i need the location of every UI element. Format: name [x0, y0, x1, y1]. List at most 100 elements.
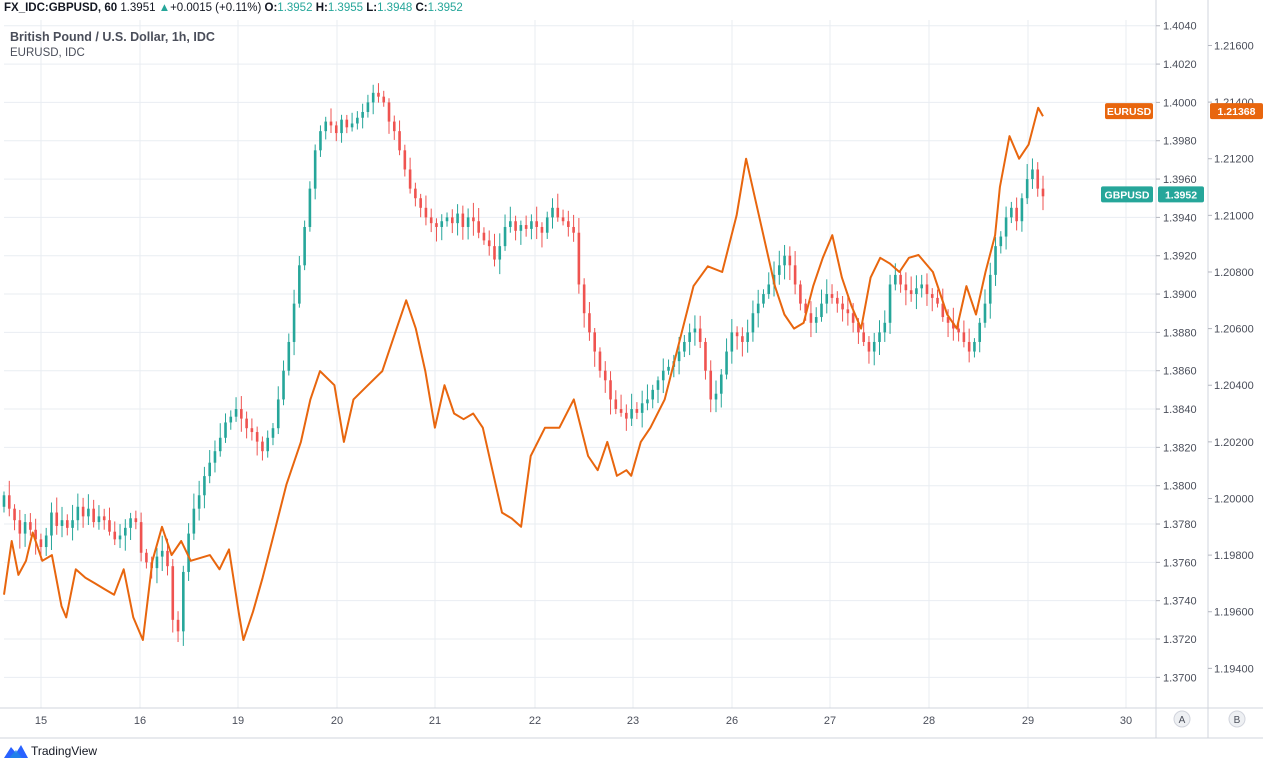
candle-body: [777, 265, 781, 275]
candle-body: [730, 332, 734, 352]
candle-body: [429, 217, 433, 224]
candle-body: [371, 92, 375, 103]
candle-body: [350, 123, 354, 128]
candle-body: [124, 527, 127, 536]
candle-body: [746, 332, 749, 342]
candle-body: [466, 217, 470, 227]
candle-body: [334, 125, 338, 134]
candle-body: [936, 297, 939, 304]
candle-body: [387, 102, 391, 122]
candle-body: [498, 246, 502, 260]
time-axis-label: 22: [529, 715, 541, 727]
axis-b-button-bg[interactable]: [1228, 710, 1246, 728]
time-axis-label: 23: [627, 715, 639, 727]
eurusd-line: [3, 106, 1044, 641]
candle-body: [276, 399, 280, 429]
candle-body: [366, 102, 370, 112]
open-value: 1.3952: [277, 2, 313, 14]
candle-body: [545, 217, 549, 233]
candle-body: [208, 462, 211, 477]
candle-body: [814, 317, 818, 323]
candle-body: [651, 389, 655, 400]
candle-body: [978, 322, 982, 342]
candle-body: [18, 520, 22, 534]
close-value: 1.3952: [427, 2, 463, 14]
high-label: H:: [315, 2, 328, 14]
candle-body: [129, 518, 132, 528]
candle-body: [551, 207, 554, 218]
chart-legend[interactable]: British Pound / U.S. Dollar, 1h, IDC EUR…: [10, 29, 215, 61]
candle-body: [97, 516, 101, 523]
main-series-title[interactable]: British Pound / U.S. Dollar, 1h, IDC: [10, 30, 215, 44]
candle-body: [883, 322, 887, 333]
gbpusd-candles: [2, 83, 1045, 646]
eurusd-series-line[interactable]: [3, 106, 1044, 641]
time-axis-label: 19: [232, 715, 244, 727]
candle-body: [145, 552, 148, 563]
candle-body: [667, 366, 670, 371]
candle-body: [445, 217, 449, 222]
axis-b-button[interactable]: B: [1234, 715, 1241, 726]
time-axis-label: 16: [134, 715, 146, 727]
candle-body: [888, 284, 892, 323]
axis-b-tick-label: 1.20200: [1214, 437, 1254, 449]
time-axis-label: 26: [726, 715, 738, 727]
symbol-name[interactable]: FX_IDC:GBPUSD, 60: [4, 2, 118, 14]
compare-series-title[interactable]: EURUSD, IDC: [10, 47, 85, 59]
price-chart[interactable]: 1.4040 1.4020 1.4000 1.3980 1.3960 1.3940 1.39…: [0, 0, 1263, 740]
candle-body: [392, 121, 396, 132]
candle-body: [878, 332, 881, 342]
candle-body: [440, 221, 444, 227]
axis-b-tick-label: 1.21200: [1214, 154, 1254, 166]
candle-body: [229, 416, 233, 423]
axis-a-button[interactable]: A: [1179, 715, 1186, 726]
candle-body: [187, 533, 190, 572]
candle-body: [593, 332, 597, 352]
candle-body: [920, 284, 923, 289]
candle-body: [946, 317, 950, 323]
candle-body: [799, 284, 802, 304]
candle-body: [941, 303, 945, 318]
tradingview-footer[interactable]: TradingView: [4, 742, 97, 760]
candle-body: [561, 217, 565, 222]
candle-body: [65, 520, 69, 528]
candle-body: [994, 246, 997, 275]
candle-body: [92, 508, 95, 523]
candle-body: [503, 226, 507, 247]
candle-body: [630, 409, 633, 419]
candle-body: [988, 274, 992, 304]
candle-body: [298, 265, 301, 304]
candle-body: [719, 374, 723, 394]
candle-body: [477, 221, 480, 233]
axis-a-tick-label: 1.4020: [1163, 59, 1197, 71]
candle-body: [556, 207, 560, 218]
candle-body: [999, 236, 1003, 247]
candle-body: [894, 274, 897, 285]
candle-body: [197, 495, 201, 509]
axis-b-tick-label: 1.20600: [1214, 324, 1254, 336]
candle-body: [783, 255, 786, 266]
axis-a-tick-label: 1.3880: [1163, 327, 1197, 339]
candle-body: [714, 393, 718, 400]
axis-a-tick-label: 1.4000: [1163, 97, 1197, 109]
candle-body: [271, 428, 275, 438]
candle-body: [973, 341, 976, 352]
candle-body: [7, 495, 11, 509]
candle-body: [957, 328, 960, 333]
candle-body: [930, 294, 934, 298]
axis-a-button-bg[interactable]: [1173, 710, 1191, 728]
axis-a-tick-label: 1.3740: [1163, 596, 1197, 608]
candle-body: [324, 121, 328, 132]
candle-body: [224, 422, 227, 438]
candle-body: [909, 290, 913, 295]
axis-a-tick-label: 1.3840: [1163, 404, 1197, 416]
series-name-badge-label: EURUSD: [1107, 106, 1152, 118]
candle-body: [983, 303, 987, 323]
axis-a-tick-label: 1.3860: [1163, 366, 1197, 378]
candle-body: [493, 246, 496, 260]
candle-body: [102, 516, 106, 521]
candle-body: [767, 284, 771, 295]
candle-body: [693, 328, 697, 333]
candle-body: [34, 529, 37, 540]
candle-body: [203, 476, 206, 496]
